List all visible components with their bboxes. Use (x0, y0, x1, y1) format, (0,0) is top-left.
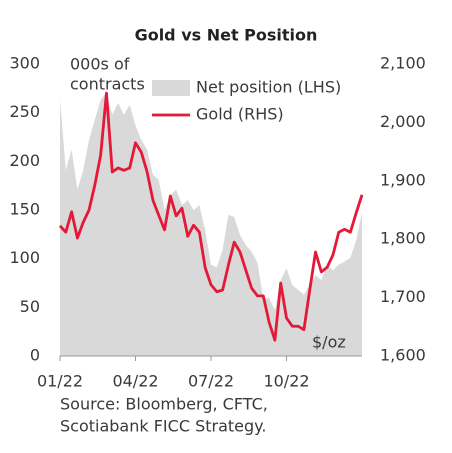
x-tick-label: 10/22 (263, 372, 309, 391)
legend-label: Gold (RHS) (196, 105, 284, 124)
y-tick-label: 300 (9, 54, 40, 73)
legend-label: Net position (LHS) (196, 78, 341, 97)
source-note: Source: Bloomberg, CFTC, (60, 395, 268, 414)
y-tick-label: 50 (20, 297, 40, 316)
y2-tick-label: 1,900 (380, 170, 426, 189)
y2-axis-label: $/oz (312, 333, 346, 352)
y-tick-label: 100 (9, 248, 40, 267)
line (58, 91, 364, 342)
y2-tick-label: 1,800 (380, 229, 426, 248)
source-note: Scotiabank FICC Strategy. (60, 417, 266, 436)
y-tick-label: 0 (30, 346, 40, 365)
y-tick-label: 250 (9, 102, 40, 121)
y-axis-label: 000s of (70, 55, 130, 74)
y-tick-label: 150 (9, 200, 40, 219)
y2-tick-label: 1,700 (380, 287, 426, 306)
x-tick-label: 07/22 (188, 372, 234, 391)
y2-tick-label: 2,100 (380, 54, 426, 73)
y-tick-label: 200 (9, 151, 40, 170)
x-tick-label: 01/22 (37, 372, 83, 391)
y2-tick-label: 1,600 (380, 346, 426, 365)
area (60, 92, 362, 356)
legend-swatch (152, 80, 190, 96)
x-tick-label: 04/22 (112, 372, 158, 391)
y2-tick-label: 2,000 (380, 112, 426, 131)
chart-title: Gold vs Net Position (135, 26, 318, 45)
y-axis-label: contracts (70, 75, 145, 94)
